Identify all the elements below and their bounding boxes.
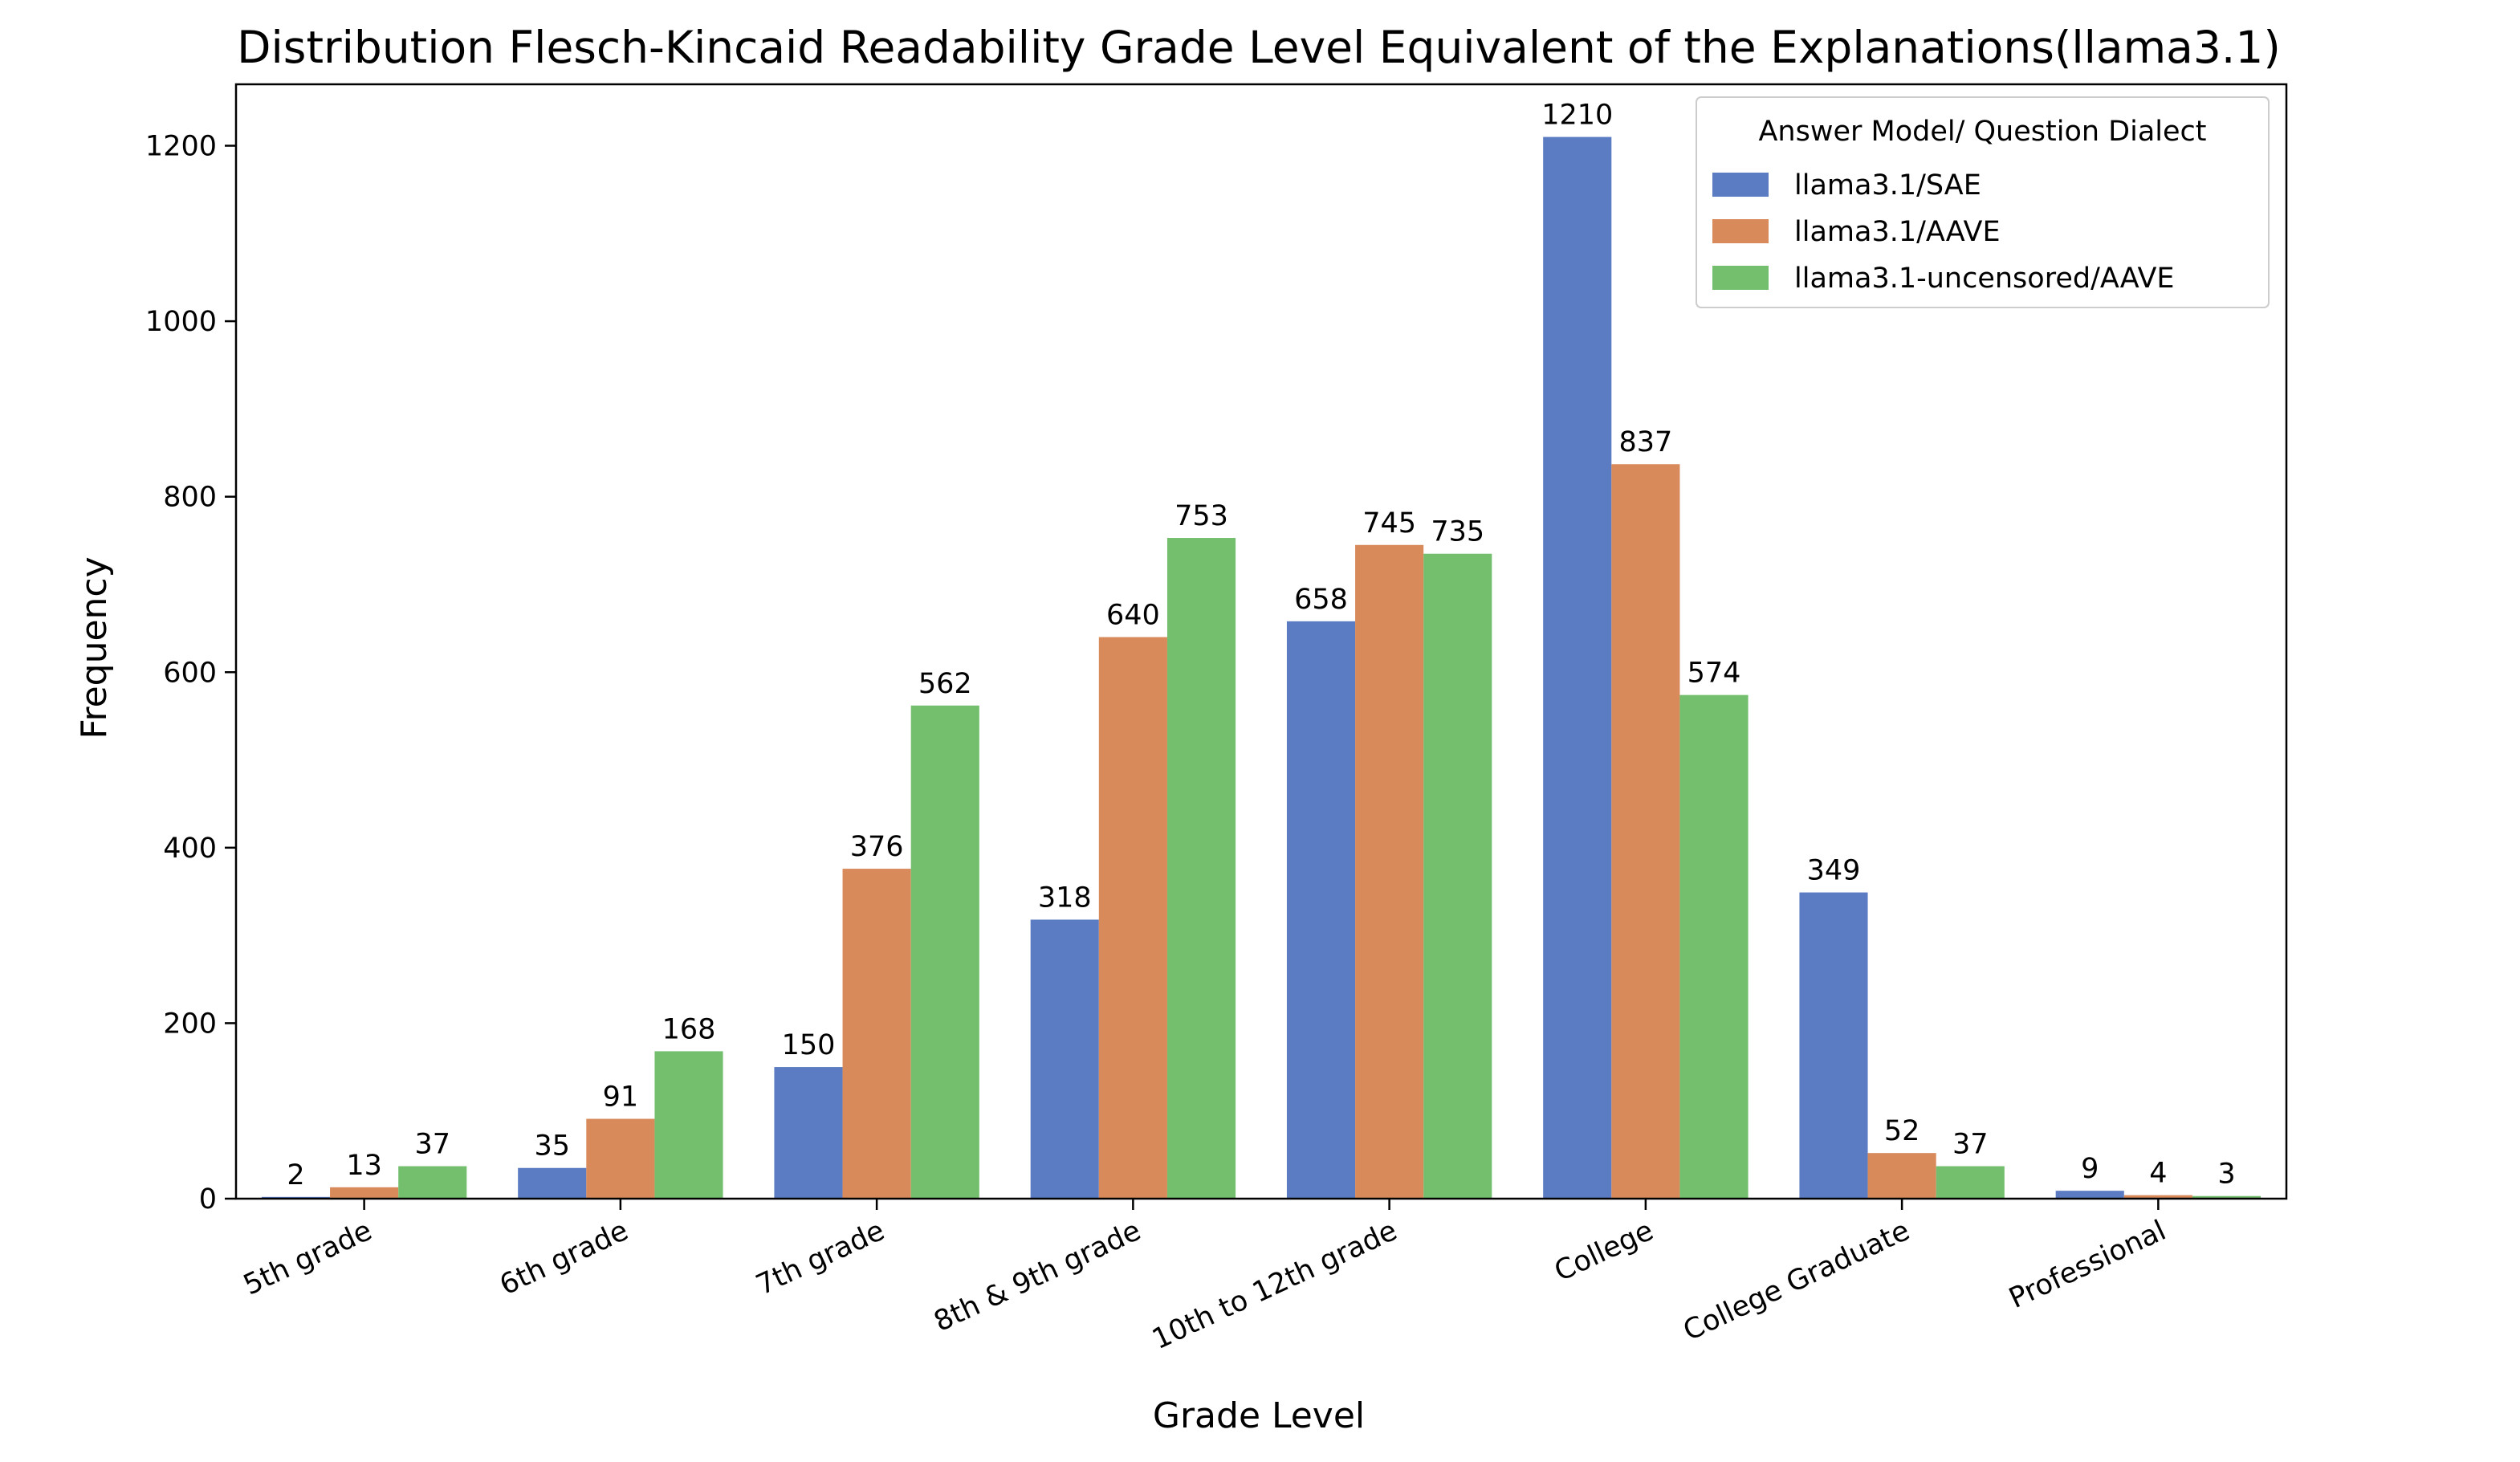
data-label: 562 [918, 668, 972, 700]
plot-frame [234, 83, 2288, 1200]
bar [1166, 538, 1236, 1199]
y-tick-label: 400 [163, 833, 217, 865]
bar [2123, 1195, 2192, 1199]
legend: Answer Model/ Question Dialect llama3.1/… [1696, 96, 2270, 308]
data-label: 735 [1431, 516, 1484, 548]
data-label: 13 [346, 1150, 382, 1182]
data-label: 376 [850, 831, 904, 863]
bar [330, 1187, 399, 1199]
x-tick-label: Professional [2005, 1215, 2172, 1315]
y-axis: 0 200 400 600 800 1000 1200 [145, 131, 236, 1216]
legend-swatch [1712, 266, 1769, 290]
bar [1030, 919, 1099, 1199]
legend-items: llama3.1/SAE llama3.1/AAVE llama3.1-uncens… [1712, 169, 2175, 295]
bar [1867, 1153, 1936, 1199]
y-tick-label: 800 [163, 482, 217, 514]
x-tick-label: 6th grade [495, 1215, 633, 1302]
legend-box [1696, 96, 2270, 308]
x-tick-label: 10th to 12th grade [1147, 1215, 1402, 1356]
bar [1543, 136, 1612, 1199]
data-label: 52 [1884, 1115, 1920, 1147]
legend-label: llama3.1/SAE [1794, 169, 1981, 202]
data-label: 745 [1362, 507, 1416, 540]
x-axis-label: Grade Level [1153, 1395, 1365, 1436]
x-tick-label: College [1549, 1215, 1658, 1288]
bar [1611, 464, 1680, 1199]
bar [1936, 1166, 2005, 1199]
bar [842, 869, 911, 1199]
x-tick-label: 5th grade [238, 1215, 377, 1302]
bar [398, 1166, 467, 1199]
y-tick-label: 1200 [145, 131, 217, 163]
data-label: 4 [2149, 1158, 2167, 1190]
y-tick-label: 200 [163, 1008, 217, 1040]
x-tick-label: College Graduate [1679, 1215, 1915, 1347]
bar [910, 705, 979, 1199]
data-label: 9 [2081, 1153, 2099, 1185]
data-label: 574 [1687, 658, 1741, 690]
bar [518, 1167, 587, 1199]
data-label: 640 [1106, 600, 1160, 632]
bar [1098, 637, 1167, 1199]
data-labels-group: 2 35 150 318 658 1210 349 9 13 91 376 640 745 837 52 4 3… [287, 100, 2235, 1191]
bar [1286, 621, 1356, 1199]
bar [774, 1067, 843, 1199]
data-label: 37 [414, 1129, 450, 1161]
data-label: 1210 [1541, 100, 1613, 132]
legend-label: llama3.1/AAVE [1794, 216, 2001, 248]
bar [586, 1118, 655, 1199]
bar [1355, 544, 1424, 1199]
data-label: 753 [1175, 500, 1228, 532]
y-tick-label: 600 [163, 657, 217, 689]
data-label: 837 [1618, 426, 1672, 458]
data-label: 349 [1807, 855, 1861, 887]
x-axis: 5th grade 6th grade 7th grade 8th & 9th gra… [238, 1199, 2171, 1356]
data-label: 318 [1038, 882, 1092, 914]
data-label: 3 [2217, 1159, 2235, 1191]
x-tick-label: 7th grade [751, 1215, 890, 1302]
data-label: 35 [534, 1130, 570, 1163]
data-label: 91 [603, 1081, 639, 1114]
data-label: 150 [782, 1029, 836, 1061]
bar [654, 1051, 723, 1199]
legend-swatch [1712, 173, 1769, 197]
data-label: 168 [662, 1013, 716, 1045]
bar [1423, 553, 1492, 1199]
x-tick-label: 8th & 9th grade [930, 1215, 1146, 1338]
bar [2192, 1195, 2261, 1199]
legend-label: llama3.1-uncensored/AAVE [1794, 263, 2175, 295]
y-tick-label: 1000 [145, 306, 217, 338]
bar [1799, 892, 1868, 1199]
y-axis-label: Frequency [74, 556, 115, 739]
chart-title: Distribution Flesch-Kincaid Readability … [237, 22, 2281, 73]
data-label: 37 [1952, 1129, 1989, 1161]
legend-title: Answer Model/ Question Dialect [1758, 116, 2206, 148]
data-label: 658 [1294, 584, 1348, 616]
bar [2055, 1191, 2124, 1199]
bar [1679, 694, 1749, 1199]
data-label: 2 [287, 1159, 304, 1191]
bars-group [261, 136, 2261, 1199]
y-tick-label: 0 [199, 1183, 217, 1216]
legend-swatch [1712, 219, 1769, 243]
